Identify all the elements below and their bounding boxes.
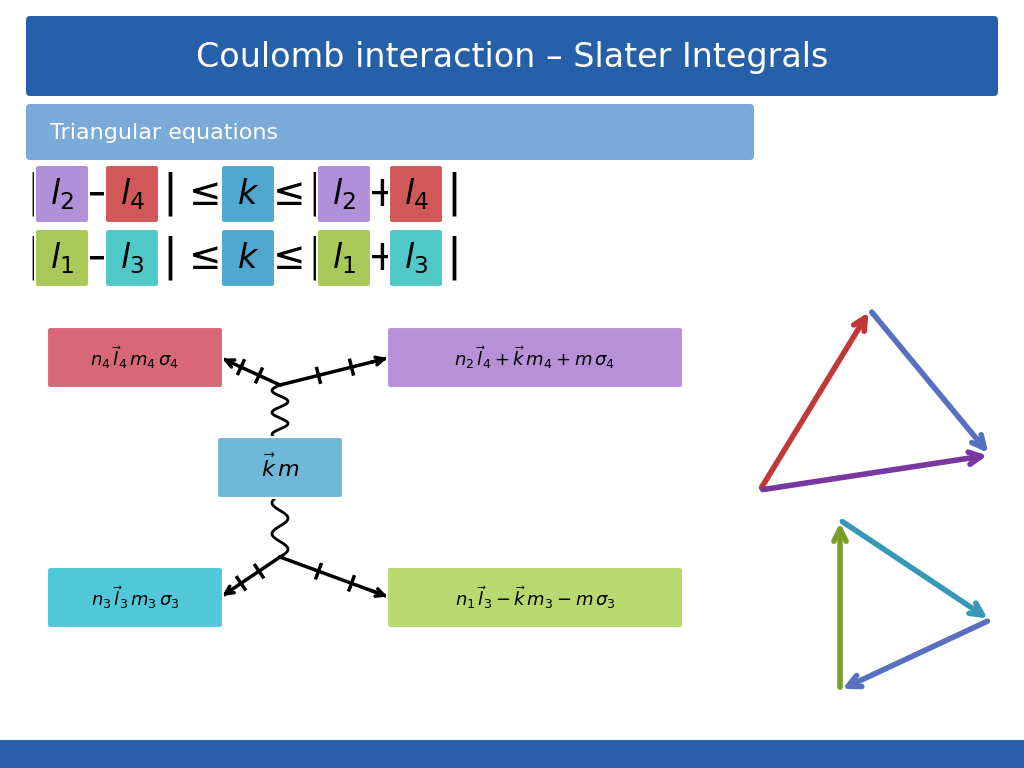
- Text: $k$: $k$: [237, 177, 259, 210]
- FancyBboxPatch shape: [35, 165, 89, 223]
- Text: $n_1\,\vec{l}_3-\vec{k}\,m_3-m\,\sigma_3$: $n_1\,\vec{l}_3-\vec{k}\,m_3-m\,\sigma_3…: [455, 584, 615, 611]
- Text: $|$: $|$: [307, 234, 318, 282]
- Text: Coulomb interaction – Slater Integrals: Coulomb interaction – Slater Integrals: [196, 41, 828, 74]
- Text: $n_4\,\vec{l}_4\,m_4\,\sigma_4$: $n_4\,\vec{l}_4\,m_4\,\sigma_4$: [90, 344, 179, 371]
- Text: $k$: $k$: [237, 241, 259, 274]
- FancyBboxPatch shape: [221, 165, 275, 223]
- Text: $\vec{k}\,m$: $\vec{k}\,m$: [261, 454, 299, 481]
- Text: $+$: $+$: [364, 237, 396, 279]
- Text: Triangular equations: Triangular equations: [50, 123, 279, 143]
- Text: $-$: $-$: [82, 237, 115, 279]
- Text: $\leq$: $\leq$: [265, 175, 303, 213]
- Text: $l_2$: $l_2$: [50, 176, 74, 212]
- Text: $|$: $|$: [27, 234, 38, 282]
- FancyBboxPatch shape: [105, 229, 159, 287]
- Text: $\leq$: $\leq$: [265, 239, 303, 277]
- FancyBboxPatch shape: [0, 740, 1024, 768]
- FancyBboxPatch shape: [387, 327, 683, 388]
- FancyBboxPatch shape: [35, 229, 89, 287]
- FancyBboxPatch shape: [221, 229, 275, 287]
- Text: $+$: $+$: [364, 173, 396, 215]
- FancyBboxPatch shape: [387, 567, 683, 628]
- Text: $-$: $-$: [82, 173, 115, 215]
- FancyBboxPatch shape: [105, 165, 159, 223]
- FancyBboxPatch shape: [47, 327, 223, 388]
- Text: $|$: $|$: [27, 170, 38, 218]
- Text: $|$: $|$: [446, 170, 458, 218]
- Text: $|$: $|$: [163, 170, 174, 218]
- FancyBboxPatch shape: [26, 104, 754, 160]
- FancyBboxPatch shape: [317, 229, 371, 287]
- Text: $|$: $|$: [307, 170, 318, 218]
- Text: $l_4$: $l_4$: [120, 176, 144, 212]
- Text: $|$: $|$: [446, 234, 458, 282]
- Text: $l_1$: $l_1$: [50, 240, 74, 276]
- FancyBboxPatch shape: [26, 16, 998, 96]
- Text: $\leq$: $\leq$: [181, 175, 219, 213]
- Text: $l_1$: $l_1$: [332, 240, 356, 276]
- Text: $l_3$: $l_3$: [120, 240, 144, 276]
- FancyBboxPatch shape: [317, 165, 371, 223]
- Text: $l_4$: $l_4$: [403, 176, 428, 212]
- Text: $l_2$: $l_2$: [332, 176, 356, 212]
- Text: $n_2\,\vec{l}_4+\vec{k}\,m_4+m\,\sigma_4$: $n_2\,\vec{l}_4+\vec{k}\,m_4+m\,\sigma_4…: [455, 344, 615, 371]
- FancyBboxPatch shape: [47, 567, 223, 628]
- FancyBboxPatch shape: [217, 437, 343, 498]
- Text: $\leq$: $\leq$: [181, 239, 219, 277]
- FancyBboxPatch shape: [389, 165, 443, 223]
- Text: $n_3\,\vec{l}_3\,m_3\,\sigma_3$: $n_3\,\vec{l}_3\,m_3\,\sigma_3$: [90, 584, 179, 611]
- FancyBboxPatch shape: [389, 229, 443, 287]
- Text: $|$: $|$: [163, 234, 174, 282]
- Text: $l_3$: $l_3$: [403, 240, 428, 276]
